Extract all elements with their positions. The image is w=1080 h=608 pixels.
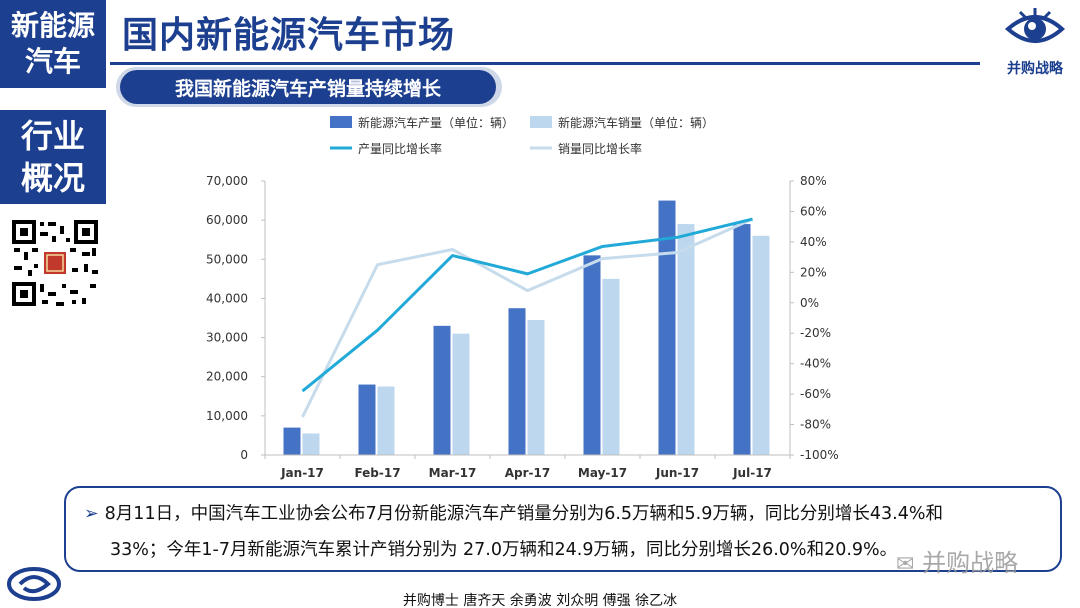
sales-bar [677,224,695,455]
bar-series [283,200,770,455]
right-tick-label: -60% [800,387,831,401]
legend-production-bar-label: 新能源汽车产量（单位：辆） [358,115,514,130]
sales-bar [527,319,545,455]
sidebar-section-block: 行业 概况 [0,110,106,204]
arrow-bullet-icon: ➢ [84,504,99,524]
left-tick-label: 60,000 [206,213,248,227]
production-bar [583,255,601,455]
header-divider [110,62,980,65]
left-tick-label: 70,000 [206,174,248,188]
production-bar [283,427,301,455]
subtitle-text: 我国新能源汽车产销量持续增长 [174,77,441,100]
x-tick-label: Mar-17 [429,466,477,480]
chart-legend: 新能源汽车产量（单位：辆） 新能源汽车销量（单位：辆） 产量同比增长率 销量同比增长率 [330,115,714,156]
summary-note: ➢ 8月11日，中国汽车工业协会公布7月份新能源汽车产销量分别为6.5万辆和5.9… [64,486,1062,572]
sales-bar [602,278,620,455]
summary-line-2: 33%；今年1-7月新能源汽车累计产销分别为 27.0万辆和24.9万辆，同比分… [84,532,1046,568]
watermark-text: 并购战略 [922,549,1019,577]
production-bar [508,308,526,455]
line-series [301,217,754,418]
production-bar [433,325,451,455]
legend-sales-bar-label: 新能源汽车销量（单位：辆） [558,115,714,130]
x-axis: Jan-17 Feb-17 Mar-17 Apr-17 May-17 Jun-17 Jul-… [264,454,791,480]
sidebar-section-line2: 概况 [20,159,85,197]
production-growth-line [301,217,753,393]
watermark: ✉ 并购战略 [896,543,1018,578]
x-tick-label: Feb-17 [354,466,400,480]
right-tick-label: -40% [800,357,831,371]
right-tick-label: -100% [800,448,839,462]
brand-logo: 并购战略 [1002,6,1068,77]
wechat-icon: ✉ [896,552,915,577]
right-tick-label: -20% [800,326,831,340]
production-bar [658,200,676,455]
sales-bar [752,235,770,455]
summary-text-1: 8月11日，中国汽车工业协会公布7月份新能源汽车产销量分别为6.5万辆和5.9万… [104,504,943,524]
production-sales-chart: 新能源汽车产量（单位：辆） 新能源汽车销量（单位：辆） 产量同比增长率 销量同比增长率… [206,115,839,480]
right-tick-label: 40% [800,235,827,249]
legend-sales-bar-swatch [530,116,552,128]
eye-icon [1004,8,1066,43]
brand-logo-text: 并购战略 [1007,61,1063,77]
right-axis: -100% -80% -60% -40% -20% 0% 20% 40% 60% 80% [789,174,839,462]
legend-production-bar-swatch [330,116,352,128]
left-axis: 0 10,000 20,000 30,000 40,000 50,000 60,000 70,… [206,174,266,462]
x-tick-label: Apr-17 [505,466,550,480]
x-tick-label: May-17 [578,466,627,480]
corner-logo-icon [7,567,61,601]
right-tick-label: 80% [800,174,827,188]
summary-text-2: 33%；今年1-7月新能源汽车累计产销分别为 27.0万辆和24.9万辆，同比分… [110,540,898,560]
sales-bar [452,333,470,455]
left-tick-label: 10,000 [206,409,248,423]
sidebar-section-line1: 行业 [20,117,85,155]
sales-growth-line [301,217,754,418]
production-bar [733,224,751,455]
right-tick-label: -80% [800,418,831,432]
page-title: 国内新能源汽车市场 [122,15,456,56]
left-tick-label: 50,000 [206,252,248,266]
qr-code-icon [10,218,100,308]
production-bar [358,384,376,455]
left-tick-label: 20,000 [206,370,248,384]
right-tick-label: 60% [800,204,827,218]
right-tick-label: 0% [800,296,819,310]
sales-bar [377,386,395,455]
x-tick-label: Jun-17 [655,466,699,480]
x-tick-label: Jan-17 [280,466,324,480]
summary-line-1: ➢ 8月11日，中国汽车工业协会公布7月份新能源汽车产销量分别为6.5万辆和5.9… [84,496,1046,532]
left-tick-label: 0 [240,448,248,462]
sales-bar [302,433,320,455]
legend-production-line-label: 产量同比增长率 [358,141,442,156]
subtitle-pill: 我国新能源汽车产销量持续增长 [120,70,496,104]
sidebar-category-line2: 汽车 [24,45,81,78]
left-tick-label: 40,000 [206,291,248,305]
left-tick-label: 30,000 [206,331,248,345]
legend-sales-line-label: 销量同比增长率 [558,141,642,156]
right-tick-label: 20% [800,265,827,279]
sidebar-category-line1: 新能源 [10,9,95,42]
authors-line: 并购博士 唐齐天 余勇波 刘众明 傅强 徐乙冰 [402,593,678,608]
sidebar-category-block: 新能源 汽车 [0,0,106,88]
x-tick-label: Jul-17 [732,466,772,480]
